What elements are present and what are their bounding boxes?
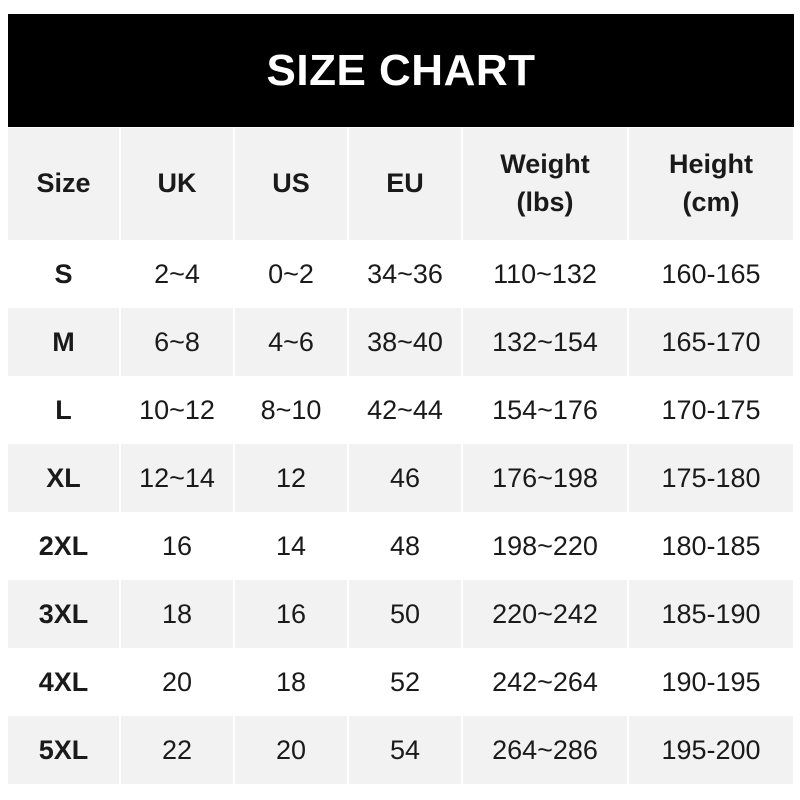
table-row: 4XL 20 18 52 242~264 190-195 bbox=[8, 648, 795, 716]
column-header-us: US bbox=[234, 128, 349, 240]
cell-us: 8~10 bbox=[234, 376, 349, 444]
cell-uk: 16 bbox=[120, 512, 235, 580]
column-header-text: Size bbox=[36, 168, 91, 199]
cell-weight: 154~176 bbox=[462, 376, 629, 444]
table-row: 5XL 22 20 54 264~286 195-200 bbox=[8, 716, 795, 784]
cell-size: XL bbox=[8, 444, 121, 512]
cell-uk: 18 bbox=[120, 580, 235, 648]
column-header-height: Height (cm) bbox=[628, 128, 795, 240]
cell-size: 2XL bbox=[8, 512, 121, 580]
cell-size: 4XL bbox=[8, 648, 121, 716]
cell-uk: 6~8 bbox=[120, 308, 235, 376]
cell-weight: 264~286 bbox=[462, 716, 629, 784]
table-row: L 10~12 8~10 42~44 154~176 170-175 bbox=[8, 376, 795, 444]
cell-height: 180-185 bbox=[628, 512, 795, 580]
column-header-text: (cm) bbox=[682, 187, 740, 217]
column-header-text: EU bbox=[386, 168, 424, 199]
cell-us: 18 bbox=[234, 648, 349, 716]
cell-size: 5XL bbox=[8, 716, 121, 784]
page-title: SIZE CHART bbox=[8, 14, 794, 127]
column-header-text: UK bbox=[157, 168, 197, 199]
cell-size: S bbox=[8, 240, 121, 308]
cell-height: 175-180 bbox=[628, 444, 795, 512]
cell-eu: 34~36 bbox=[348, 240, 463, 308]
cell-eu: 46 bbox=[348, 444, 463, 512]
column-header-text: US bbox=[272, 168, 310, 199]
cell-size: M bbox=[8, 308, 121, 376]
cell-weight: 110~132 bbox=[462, 240, 629, 308]
cell-size: L bbox=[8, 376, 121, 444]
cell-uk: 22 bbox=[120, 716, 235, 784]
cell-weight: 176~198 bbox=[462, 444, 629, 512]
column-header-size: Size bbox=[8, 128, 121, 240]
column-header-text: (lbs) bbox=[516, 187, 574, 217]
cell-us: 20 bbox=[234, 716, 349, 784]
column-header-uk: UK bbox=[120, 128, 235, 240]
table-row: XL 12~14 12 46 176~198 175-180 bbox=[8, 444, 795, 512]
cell-size: 3XL bbox=[8, 580, 121, 648]
cell-eu: 54 bbox=[348, 716, 463, 784]
cell-us: 12 bbox=[234, 444, 349, 512]
cell-uk: 2~4 bbox=[120, 240, 235, 308]
column-header-weight: Weight (lbs) bbox=[462, 128, 629, 240]
cell-height: 160-165 bbox=[628, 240, 795, 308]
cell-uk: 12~14 bbox=[120, 444, 235, 512]
header-row: Size UK US EU Weight (lbs) Height (cm) bbox=[8, 128, 795, 240]
cell-weight: 242~264 bbox=[462, 648, 629, 716]
cell-height: 190-195 bbox=[628, 648, 795, 716]
cell-uk: 20 bbox=[120, 648, 235, 716]
cell-height: 185-190 bbox=[628, 580, 795, 648]
cell-height: 165-170 bbox=[628, 308, 795, 376]
cell-eu: 48 bbox=[348, 512, 463, 580]
cell-weight: 220~242 bbox=[462, 580, 629, 648]
cell-us: 16 bbox=[234, 580, 349, 648]
cell-eu: 42~44 bbox=[348, 376, 463, 444]
cell-uk: 10~12 bbox=[120, 376, 235, 444]
size-chart-table: Size UK US EU Weight (lbs) Height (cm) S 2~4 0~2 3… bbox=[8, 128, 795, 784]
cell-eu: 52 bbox=[348, 648, 463, 716]
cell-weight: 132~154 bbox=[462, 308, 629, 376]
table-row: 2XL 16 14 48 198~220 180-185 bbox=[8, 512, 795, 580]
column-header-text: Weight bbox=[500, 149, 590, 180]
table-row: S 2~4 0~2 34~36 110~132 160-165 bbox=[8, 240, 795, 308]
cell-eu: 50 bbox=[348, 580, 463, 648]
cell-us: 0~2 bbox=[234, 240, 349, 308]
cell-height: 195-200 bbox=[628, 716, 795, 784]
column-header-text: Height bbox=[669, 149, 753, 180]
cell-us: 14 bbox=[234, 512, 349, 580]
cell-eu: 38~40 bbox=[348, 308, 463, 376]
table-row: M 6~8 4~6 38~40 132~154 165-170 bbox=[8, 308, 795, 376]
cell-us: 4~6 bbox=[234, 308, 349, 376]
cell-height: 170-175 bbox=[628, 376, 795, 444]
column-header-eu: EU bbox=[348, 128, 463, 240]
table-row: 3XL 18 16 50 220~242 185-190 bbox=[8, 580, 795, 648]
cell-weight: 198~220 bbox=[462, 512, 629, 580]
